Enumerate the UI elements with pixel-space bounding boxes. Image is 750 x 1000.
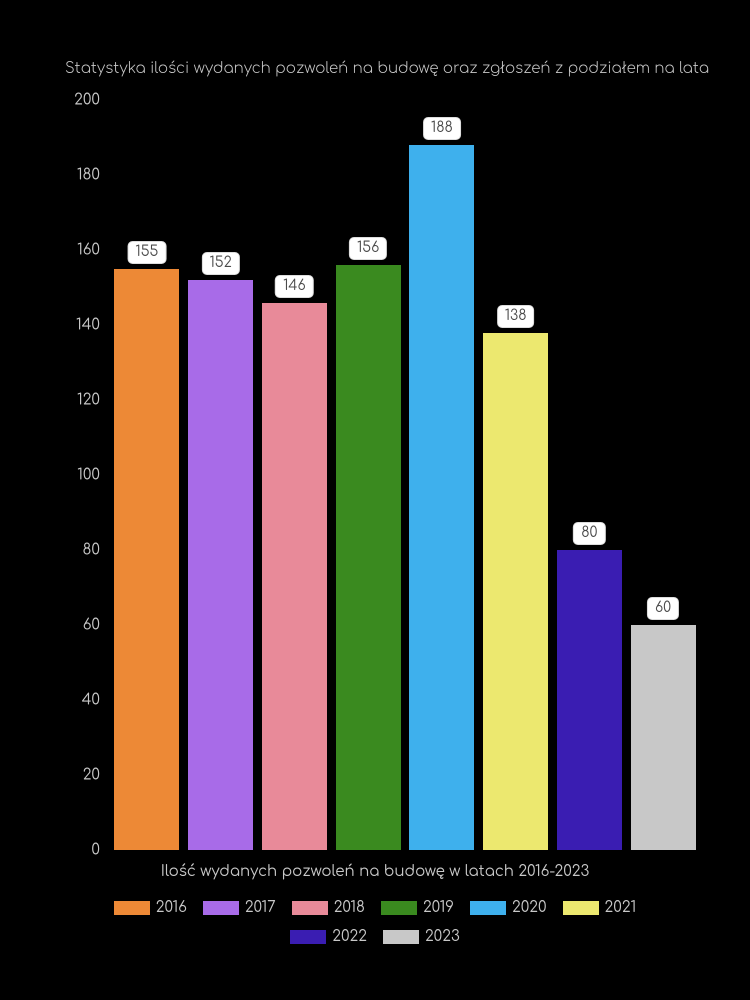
legend-swatch xyxy=(381,901,417,915)
chart-container: Statystyka ilości wydanych pozwoleń na b… xyxy=(0,0,750,1000)
bar: 152 xyxy=(188,280,253,850)
bar-value-label: 60 xyxy=(647,597,679,620)
legend-swatch xyxy=(203,901,239,915)
legend-swatch xyxy=(114,901,150,915)
bar-value-label: 138 xyxy=(497,305,535,328)
legend: 2016 2017 2018 2019 2020 2021 2022 2023 xyxy=(0,893,750,951)
legend-label: 2017 xyxy=(245,899,276,916)
y-tick: 80 xyxy=(60,542,100,559)
legend-item: 2023 xyxy=(383,923,460,951)
bar: 155 xyxy=(114,269,179,850)
bar-value-label: 152 xyxy=(202,252,240,275)
y-tick: 120 xyxy=(60,392,100,409)
bar: 156 xyxy=(336,265,401,850)
bar: 146 xyxy=(262,303,327,851)
bar: 188 xyxy=(409,145,474,850)
bar-value-label: 146 xyxy=(275,275,313,298)
plot-area: 1551521461561881388060 xyxy=(110,100,700,850)
legend-label: 2020 xyxy=(512,899,547,916)
legend-swatch xyxy=(292,901,328,915)
y-tick: 60 xyxy=(60,617,100,634)
legend-item: 2021 xyxy=(563,894,637,922)
bar-value-label: 155 xyxy=(127,241,166,264)
legend-swatch xyxy=(383,930,419,944)
bar-value-label: 80 xyxy=(573,522,605,545)
y-tick: 40 xyxy=(60,692,100,709)
chart-title: Statystyka ilości wydanych pozwoleń na b… xyxy=(65,60,709,77)
y-tick: 20 xyxy=(60,767,100,784)
legend-label: 2021 xyxy=(605,899,637,916)
bar: 60 xyxy=(631,625,696,850)
legend-item: 2018 xyxy=(292,894,365,922)
x-axis-label: Ilość wydanych pozwoleń na budowę w lata… xyxy=(0,863,750,880)
legend-swatch xyxy=(470,901,506,915)
legend-swatch xyxy=(290,930,326,944)
legend-label: 2018 xyxy=(334,899,365,916)
legend-label: 2019 xyxy=(423,899,454,916)
y-tick: 160 xyxy=(60,242,100,259)
legend-label: 2022 xyxy=(332,928,367,945)
legend-item: 2016 xyxy=(114,894,187,922)
legend-label: 2016 xyxy=(156,899,187,916)
y-tick: 0 xyxy=(60,842,100,859)
legend-item: 2017 xyxy=(203,894,276,922)
legend-swatch xyxy=(563,901,599,915)
y-tick: 100 xyxy=(60,467,100,484)
legend-item: 2020 xyxy=(470,894,547,922)
bar: 80 xyxy=(557,550,622,850)
bar-value-label: 156 xyxy=(349,237,387,260)
legend-item: 2022 xyxy=(290,923,367,951)
legend-label: 2023 xyxy=(425,928,460,945)
legend-item: 2019 xyxy=(381,894,454,922)
bar-value-label: 188 xyxy=(423,117,461,140)
y-tick: 140 xyxy=(60,317,100,334)
y-tick: 180 xyxy=(60,167,100,184)
y-tick: 200 xyxy=(60,92,100,109)
bar: 138 xyxy=(483,333,548,851)
